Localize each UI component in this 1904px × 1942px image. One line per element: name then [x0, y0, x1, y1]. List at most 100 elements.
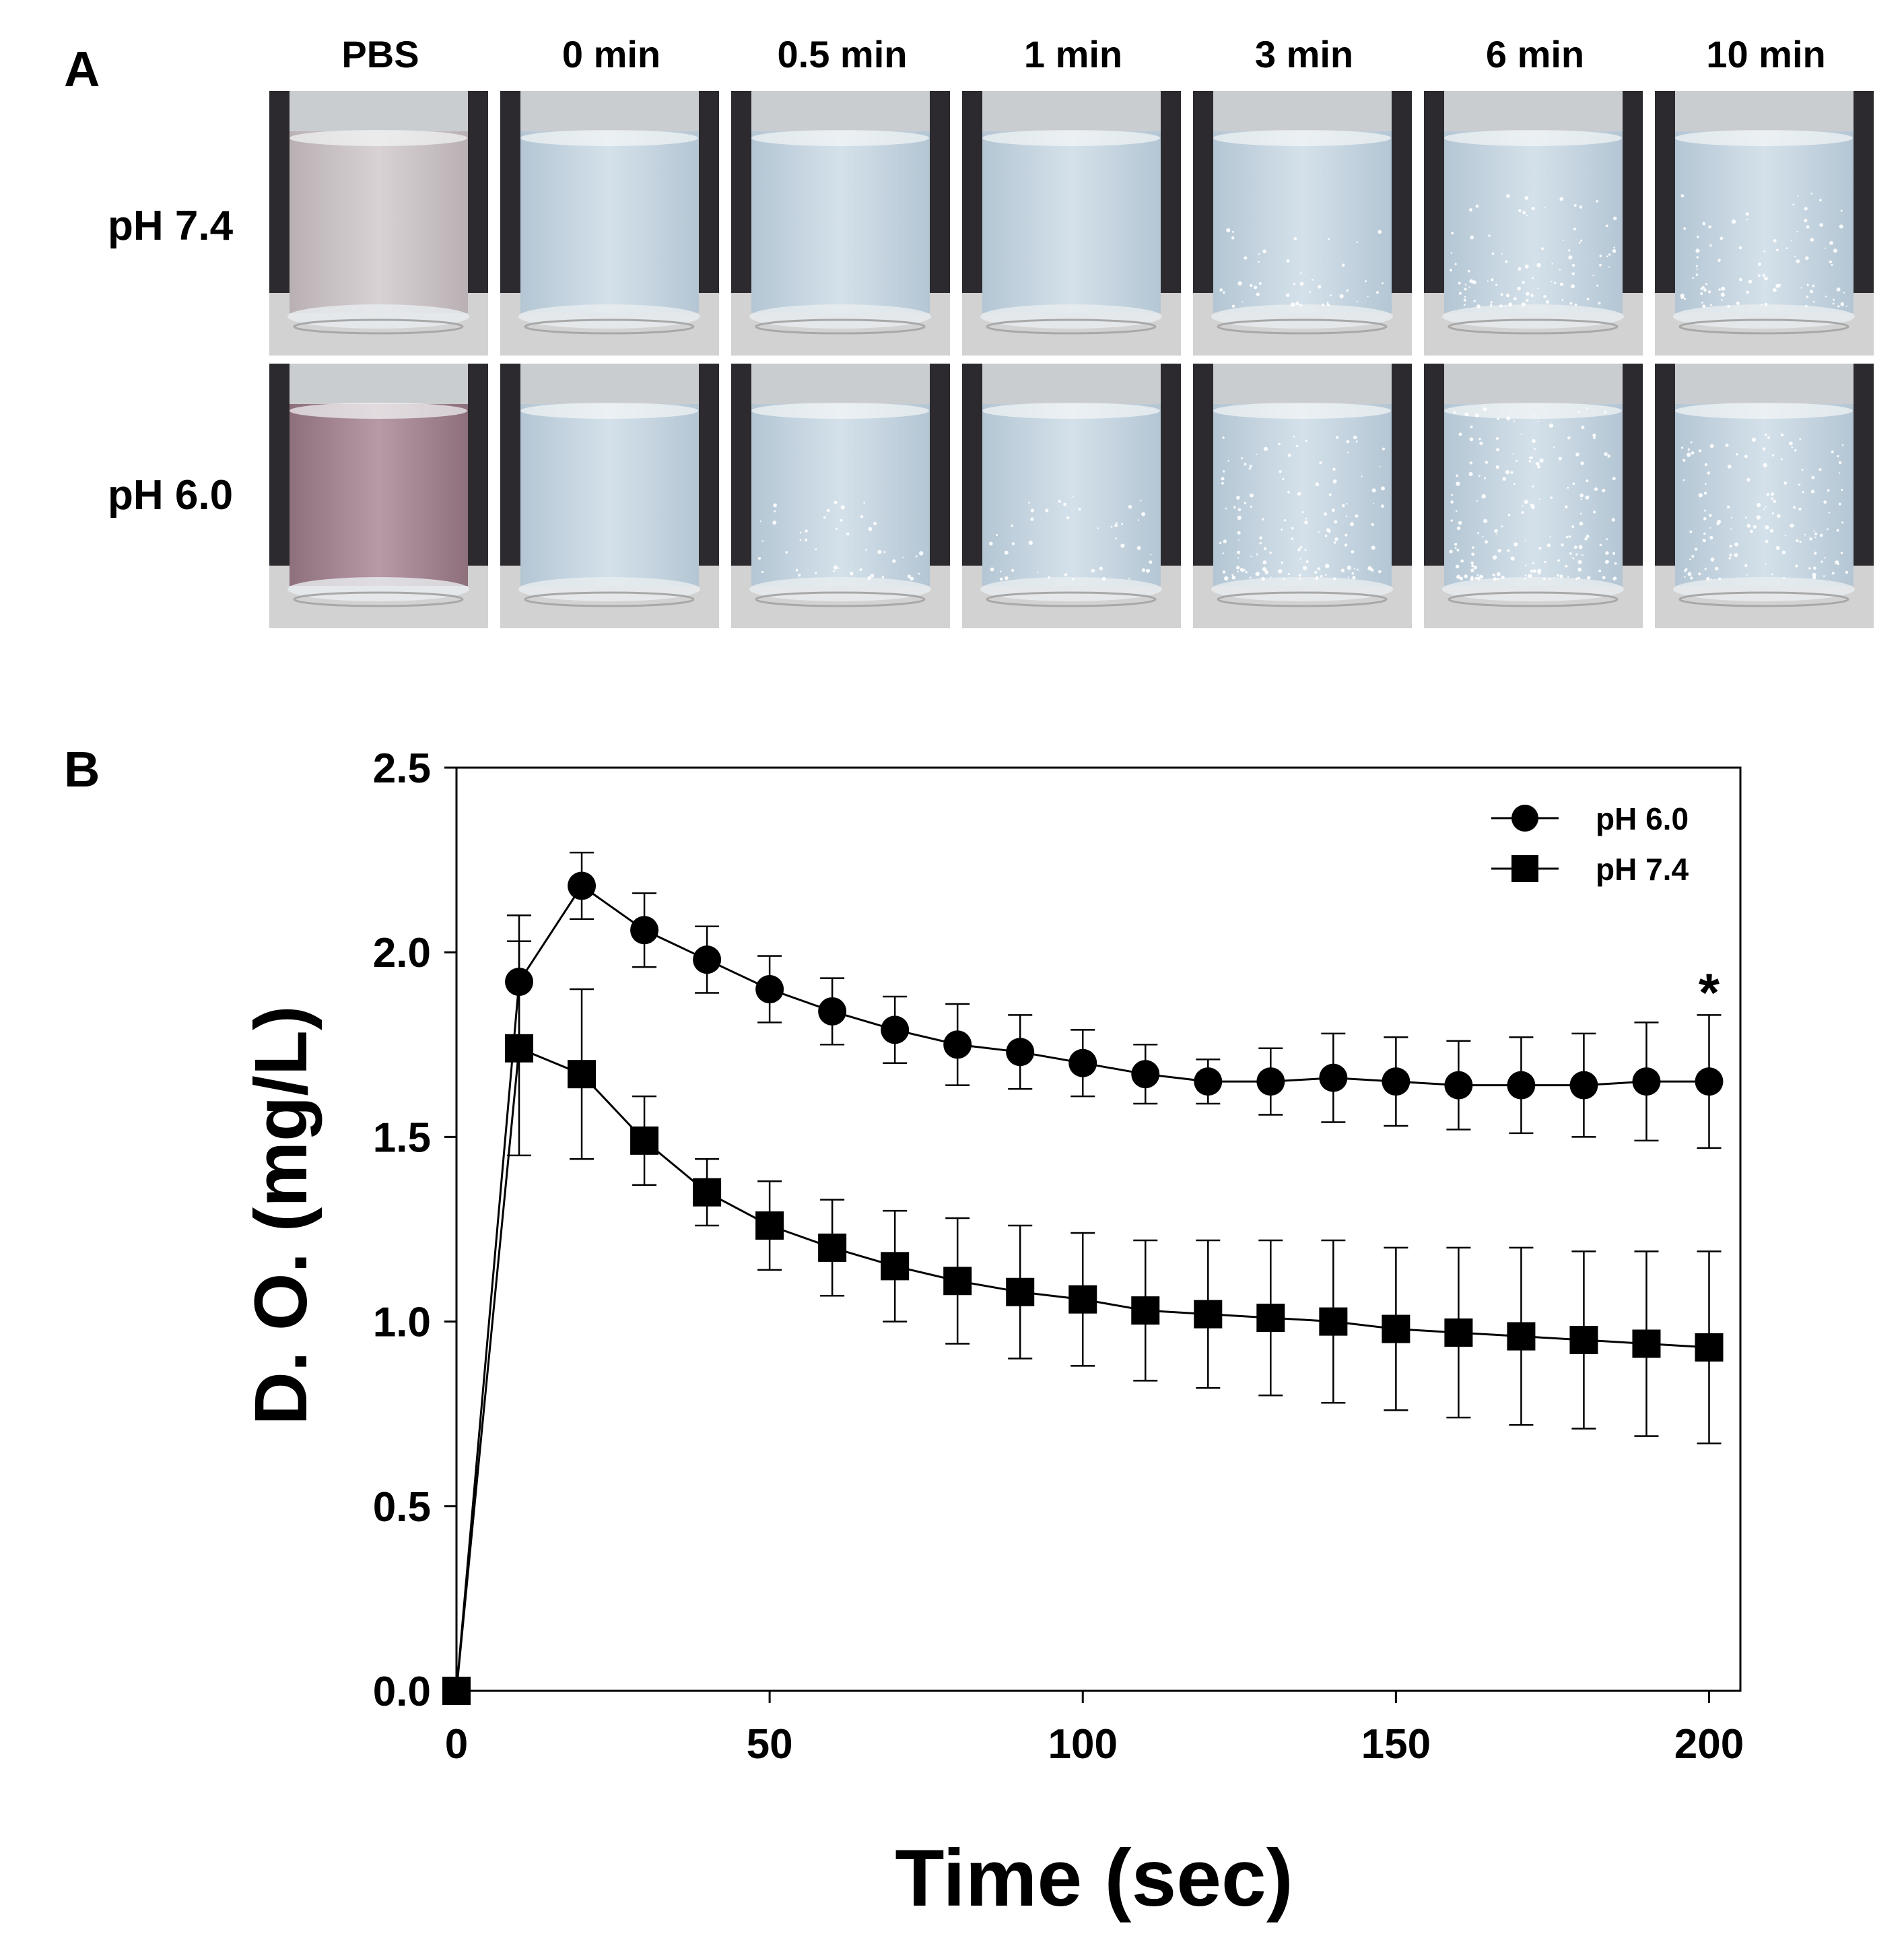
data-point [442, 1677, 471, 1705]
column-header-3min: 3 min [1254, 33, 1354, 75]
plot-frame [455, 766, 1742, 1692]
data-point [568, 871, 597, 900]
vial-photo-image [962, 364, 1181, 628]
legend-marker [1511, 805, 1538, 832]
vial-photo-image [731, 91, 950, 356]
panel-a-label: A [64, 41, 100, 97]
y-tick-label: 2.5 [373, 745, 431, 792]
x-axis-title: Time (sec) [895, 1833, 1293, 1923]
data-point [1695, 1333, 1724, 1362]
vial-photo-image [1424, 91, 1643, 356]
data-point [630, 916, 659, 945]
data-point [1569, 1326, 1598, 1355]
legend-label: pH 7.4 [1596, 852, 1689, 887]
y-tick-label: 0.5 [373, 1484, 431, 1531]
vial-photo [1193, 91, 1412, 356]
vial-photo-image [500, 91, 719, 356]
data-point [943, 1030, 972, 1059]
data-point [818, 1233, 847, 1262]
data-point [1194, 1300, 1223, 1329]
data-point [693, 945, 722, 974]
data-point [1006, 1038, 1035, 1067]
dissolved-oxygen-chart: 0.00.51.01.52.02.50 50 100 150 200 * pH 6.0p… [240, 745, 1744, 1923]
legend-label: pH 6.0 [1596, 801, 1689, 836]
panel-b-label: B [64, 741, 100, 797]
vial-photo [731, 91, 950, 356]
data-point [1507, 1071, 1536, 1100]
row-label-ph-7-4: pH 7.4 [108, 203, 234, 249]
column-header-pbs: PBS [341, 33, 419, 75]
legend-entry: pH 7.4 [1491, 852, 1689, 887]
column-header-10min: 10 min [1706, 33, 1826, 75]
data-point [1256, 1304, 1285, 1333]
data-point [693, 1178, 722, 1207]
series-ph-7-4 [442, 940, 1724, 1705]
data-point [881, 1015, 910, 1044]
vial-photo [269, 364, 488, 628]
vial-photo-image [731, 364, 950, 628]
vial-photo [1424, 91, 1643, 356]
data-point [1319, 1307, 1348, 1336]
column-header-0min: 0 min [562, 33, 661, 75]
vial-photo [962, 364, 1181, 628]
data-point [943, 1267, 972, 1296]
column-header-6min: 6 min [1485, 33, 1585, 75]
vial-photo-image [1193, 91, 1412, 356]
vial-photo-image [269, 91, 488, 356]
vial-photo [962, 91, 1181, 356]
data-point [1256, 1067, 1285, 1096]
data-point [818, 997, 847, 1026]
data-point [1632, 1329, 1661, 1358]
data-series: * [442, 851, 1724, 1705]
data-point [1695, 1067, 1724, 1096]
series-ph-6-0 [442, 851, 1724, 1705]
vial-photo [500, 364, 719, 628]
vial-photo [269, 91, 488, 356]
data-point [1319, 1063, 1348, 1092]
vial-photo-image [1424, 364, 1643, 628]
vial-photo-image [962, 91, 1181, 356]
column-header-0-5min: 0.5 min [777, 33, 908, 75]
data-point [1569, 1071, 1598, 1100]
significance-annotation: * [1699, 963, 1720, 1023]
data-point [1194, 1067, 1223, 1096]
vial-photo [500, 91, 719, 356]
y-axis-title: D. O. (mg/L) [240, 1005, 322, 1425]
legend-entry: pH 6.0 [1491, 801, 1689, 836]
vial-photo-image [269, 364, 488, 628]
x-tick-label: 200 [1674, 1721, 1744, 1768]
data-point [1382, 1314, 1410, 1343]
x-tick-label: 50 [747, 1721, 793, 1768]
vial-photo [1424, 364, 1643, 628]
vial-photo [1655, 364, 1874, 628]
data-point [1444, 1318, 1473, 1347]
x-tick-label: 150 [1361, 1721, 1431, 1768]
vial-photo [1193, 364, 1412, 628]
vial-photo-image [1655, 364, 1874, 628]
x-tick-label: 0 [445, 1721, 468, 1768]
vial-photo [1655, 91, 1874, 356]
vial-photo-image [1193, 364, 1412, 628]
y-tick-label: 2.0 [373, 930, 431, 976]
data-point [1068, 1048, 1097, 1077]
data-point [755, 1211, 784, 1240]
data-point [630, 1126, 659, 1155]
vial-photo-image [500, 364, 719, 628]
data-point [755, 975, 784, 1004]
data-point [1632, 1067, 1661, 1096]
legend: pH 6.0 pH 7.4 [1491, 801, 1689, 887]
y-tick-label: 1.0 [373, 1300, 431, 1346]
data-point [1068, 1285, 1097, 1314]
plot-area [455, 766, 1742, 1692]
vial-photo [731, 364, 950, 628]
data-point [1382, 1067, 1410, 1096]
data-point [1006, 1277, 1035, 1306]
data-point [1131, 1296, 1160, 1325]
data-point [1444, 1071, 1473, 1100]
data-point [881, 1252, 910, 1281]
y-tick-label: 0.0 [373, 1669, 431, 1715]
row-label-ph-6-0: pH 6.0 [108, 472, 234, 518]
data-point [568, 1060, 597, 1089]
x-tick-label: 100 [1048, 1721, 1118, 1768]
data-point [1131, 1060, 1160, 1089]
